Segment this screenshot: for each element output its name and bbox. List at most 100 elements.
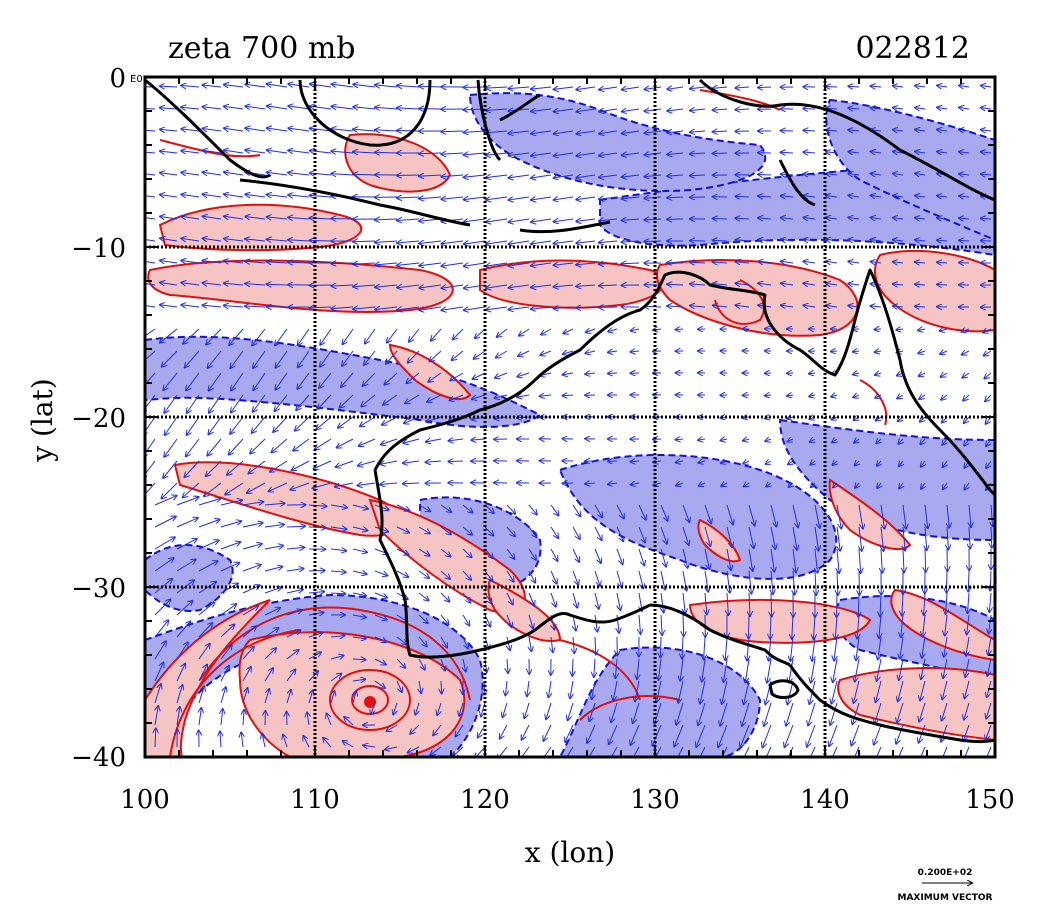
y-tick-label: −40 (71, 743, 126, 773)
wind-vector (145, 129, 156, 132)
wind-vector (572, 658, 573, 676)
wind-vector (900, 636, 903, 659)
tick-marks (144, 76, 996, 758)
wind-vector (859, 526, 862, 551)
wind-vector (832, 746, 838, 757)
wind-vector (543, 724, 552, 741)
wind-vector (848, 130, 860, 131)
wind-vector (616, 504, 624, 518)
wind-vector (986, 702, 992, 719)
wind-vector (352, 637, 366, 639)
wind-vector (959, 130, 970, 131)
wind-vector (871, 218, 882, 220)
wind-vector (810, 461, 815, 465)
wind-vector (155, 728, 156, 748)
wind-vector (186, 372, 200, 390)
wind-vector (758, 240, 772, 241)
wind-vector (964, 702, 970, 720)
wind-vector (264, 668, 273, 682)
wind-vector (276, 350, 288, 368)
wind-vector (397, 241, 420, 243)
wind-vector (318, 394, 332, 409)
wind-vector (925, 504, 928, 528)
wind-vector (831, 395, 838, 397)
wind-vector (330, 549, 346, 551)
wind-vector (462, 526, 472, 535)
wind-vector (203, 305, 222, 307)
wind-vector (848, 217, 860, 219)
wind-vector (616, 570, 622, 587)
wind-vector (330, 674, 341, 682)
wind-vector (365, 328, 376, 344)
wind-vector (599, 87, 618, 90)
wind-vector (397, 285, 420, 288)
wind-vector (531, 241, 552, 244)
x-tick-label: 130 (630, 785, 680, 815)
wind-vector (758, 218, 772, 219)
wind-vector (242, 565, 261, 572)
wind-vector (418, 636, 427, 646)
wind-vector (748, 504, 755, 526)
wind-vector (803, 174, 816, 175)
wind-vector (506, 592, 513, 605)
wind-vector (286, 690, 291, 704)
wind-vector (690, 153, 706, 154)
wind-vector (594, 570, 600, 586)
wind-vector (705, 570, 708, 592)
wind-vector (154, 496, 177, 506)
wind-vector (441, 131, 464, 132)
wind-vector (721, 461, 728, 463)
wind-vector (690, 262, 706, 263)
wind-vector (785, 724, 794, 747)
wind-vector (449, 439, 464, 441)
wind-vector (303, 736, 310, 748)
wind-vector (330, 656, 344, 660)
wind-vector (676, 439, 684, 440)
wind-vector (848, 195, 860, 197)
wind-vector (919, 373, 926, 376)
wind-vector (288, 173, 310, 175)
wind-vector (766, 483, 771, 487)
wind-vector (633, 702, 640, 723)
wind-vector (288, 217, 310, 219)
wind-vector (471, 439, 486, 440)
wind-vector (288, 240, 310, 241)
wind-vector (713, 131, 728, 132)
wind-vector (397, 108, 420, 109)
wind-vector (385, 747, 398, 750)
wind-vector (893, 284, 904, 285)
wind-vector (207, 438, 222, 456)
wind-vector (352, 593, 366, 596)
wind-vector (337, 438, 354, 448)
wind-vector (942, 680, 948, 699)
wind-vector (726, 548, 731, 570)
wind-vector (486, 131, 508, 133)
wind-vector (696, 724, 706, 747)
wind-vector (352, 615, 366, 617)
wind-vector (963, 394, 970, 401)
wind-vector (145, 239, 156, 242)
x-tick-label: 120 (460, 785, 510, 815)
wind-vector (406, 372, 420, 383)
wind-vector (699, 483, 706, 486)
wind-vector (947, 570, 948, 593)
wind-vector (875, 373, 882, 375)
wind-vector (660, 526, 667, 544)
wind-vector (220, 521, 241, 528)
wind-vector (645, 109, 662, 111)
vector-legend-label: MAXIMUM VECTOR (897, 893, 992, 903)
wind-vector (893, 240, 904, 241)
wind-vector (198, 561, 218, 572)
wind-vector (826, 283, 838, 285)
wind-vector (380, 461, 398, 464)
wind-vector (203, 238, 222, 241)
wind-vector (713, 305, 728, 307)
x-tick-label: 140 (800, 785, 850, 815)
wind-vector (876, 417, 881, 421)
wind-vector (690, 175, 706, 176)
wind-vector (608, 373, 618, 374)
wind-vector (456, 724, 464, 736)
wind-vector (331, 174, 354, 175)
wind-vector (925, 526, 927, 550)
wind-vector (397, 86, 420, 88)
